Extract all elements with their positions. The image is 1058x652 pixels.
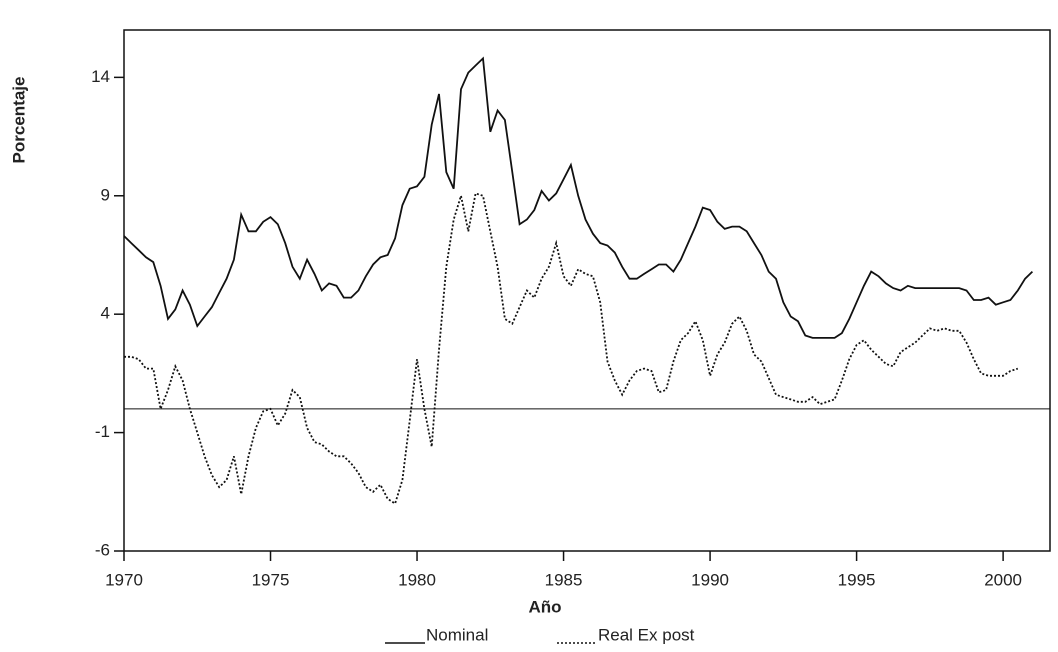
y-tick-label: -6 (95, 540, 110, 559)
y-tick-label: 14 (91, 67, 110, 86)
series-line (124, 192, 1019, 505)
y-tick-label: -1 (95, 422, 110, 441)
x-axis-label: Año (528, 597, 561, 616)
x-tick-label: 1970 (105, 570, 143, 589)
x-tick-label: 1990 (691, 570, 729, 589)
x-tick-label: 2000 (984, 570, 1022, 589)
y-axis-label: Porcentaje (9, 77, 28, 164)
x-tick-label: 1985 (545, 570, 583, 589)
x-tick-label: 1980 (398, 570, 436, 589)
x-tick-label: 1995 (838, 570, 876, 589)
y-tick-label: 9 (101, 185, 110, 204)
y-tick-label: 4 (101, 304, 110, 323)
legend-label: Nominal (426, 625, 488, 644)
plot-frame (123, 29, 1051, 552)
x-tick-label: 1975 (252, 570, 290, 589)
series-line (123, 56, 1034, 339)
legend-label: Real Ex post (598, 625, 695, 644)
